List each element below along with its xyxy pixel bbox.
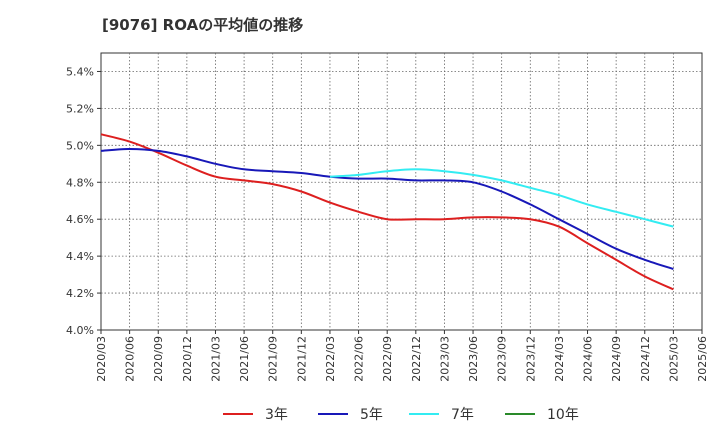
y-tick-label: 4.8% — [66, 176, 94, 189]
x-tick-label: 2024/06 — [582, 336, 595, 382]
series-line-7年 — [329, 168, 674, 228]
x-tick-label: 2024/03 — [553, 336, 566, 382]
y-tick-label: 5.0% — [66, 139, 94, 152]
chart-title: [9076] ROAの平均値の推移 — [102, 16, 304, 34]
legend-label-7年: 7年 — [451, 407, 474, 423]
x-tick-label: 2023/06 — [467, 336, 480, 382]
series-line-3年 — [100, 133, 674, 291]
legend-label-10年: 10年 — [547, 407, 579, 423]
series-lines — [100, 133, 674, 291]
x-tick-label: 2020/12 — [181, 336, 194, 382]
x-tick-label: 2022/12 — [410, 336, 423, 382]
y-tick-label: 4.0% — [66, 324, 94, 337]
x-tick-label: 2020/09 — [152, 336, 165, 382]
x-tick-label: 2022/09 — [381, 336, 394, 382]
series-line-5年 — [100, 148, 674, 271]
x-tick-label: 2022/06 — [353, 336, 366, 382]
y-tick-label: 4.2% — [66, 287, 94, 300]
x-tick-label: 2021/09 — [267, 336, 280, 382]
grid — [101, 53, 702, 330]
x-tick-label: 2020/06 — [124, 336, 137, 382]
legend-label-3年: 3年 — [265, 407, 288, 423]
y-tick-label: 5.2% — [66, 102, 94, 115]
x-tick-label: 2020/03 — [95, 336, 108, 382]
x-tick-label: 2025/06 — [696, 336, 709, 382]
x-axis: 2020/03 2020/06 2020/09 2020/12 2021/03 2021/… — [95, 330, 709, 382]
legend: 3年 5年 7年 10年 — [223, 407, 579, 423]
y-tick-label: 5.4% — [66, 65, 94, 78]
x-tick-label: 2023/12 — [524, 336, 537, 382]
x-tick-label: 2025/03 — [667, 336, 680, 382]
x-tick-label: 2021/03 — [209, 336, 222, 382]
x-tick-label: 2024/12 — [639, 336, 652, 382]
x-tick-label: 2023/03 — [438, 336, 451, 382]
y-tick-label: 4.6% — [66, 213, 94, 226]
x-tick-label: 2021/06 — [238, 336, 251, 382]
legend-label-5年: 5年 — [360, 407, 383, 423]
x-tick-label: 2021/12 — [295, 336, 308, 382]
plot-area — [100, 52, 703, 331]
x-tick-label: 2022/03 — [324, 336, 337, 382]
x-tick-label: 2023/09 — [496, 336, 509, 382]
x-tick-label: 2024/09 — [610, 336, 623, 382]
y-axis: 4.0% 4.2% 4.4% 4.6% 4.8% 5.0% 5.2% 5.4% — [66, 65, 101, 337]
y-tick-label: 4.4% — [66, 250, 94, 263]
